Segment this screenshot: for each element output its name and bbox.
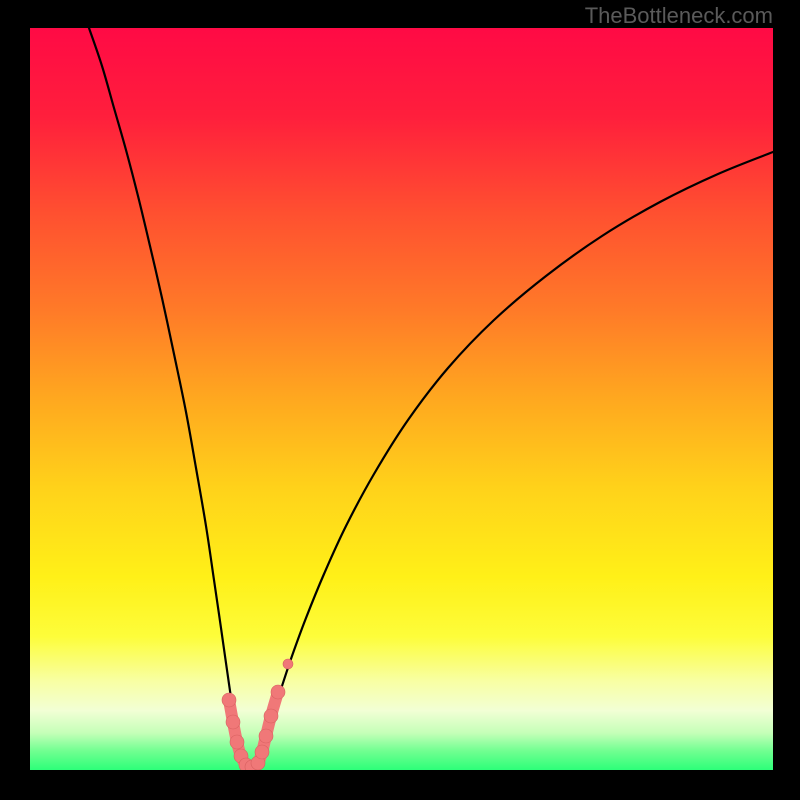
marker-point [283, 659, 293, 669]
plot-area [30, 28, 773, 770]
curve-segment [261, 152, 773, 748]
chart-container: TheBottleneck.com [0, 0, 800, 800]
curve-segment [89, 28, 241, 748]
marker-point [271, 685, 285, 699]
curve-layer [30, 28, 773, 770]
marker-point [222, 693, 236, 707]
marker-point [230, 735, 244, 749]
watermark-text: TheBottleneck.com [585, 3, 773, 29]
marker-point [226, 715, 240, 729]
marker-point [255, 745, 269, 759]
marker-point [264, 709, 278, 723]
marker-point [259, 729, 273, 743]
